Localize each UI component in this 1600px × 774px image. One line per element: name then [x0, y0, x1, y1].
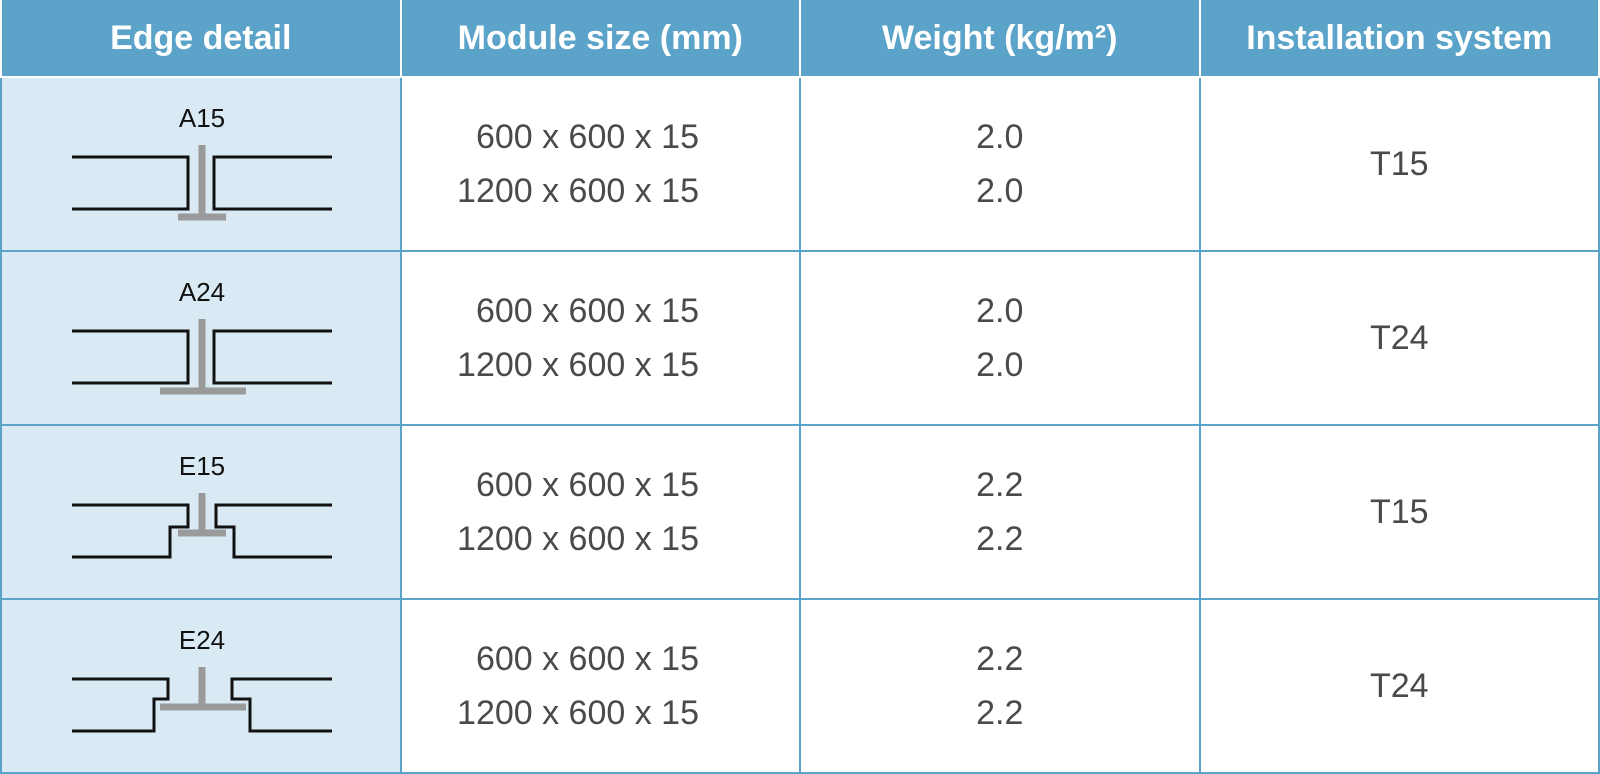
edge-cell: E15	[0, 424, 402, 600]
header-row: Edge detail Module size (mm) Weight (kg/…	[0, 0, 1600, 78]
size: 600 x 600 x 15	[475, 640, 699, 678]
weight: 2.0	[976, 292, 1024, 330]
weight: 2.0	[976, 346, 1024, 384]
panel	[72, 155, 190, 211]
weight-cell: 2.2 2.2	[799, 424, 1201, 600]
size: 600 x 600 x 15	[475, 466, 699, 504]
system-cell: T24	[1198, 598, 1600, 774]
header-cell: Installation system	[1198, 0, 1600, 78]
panel	[72, 329, 190, 385]
size: 1200 x 600 x 15	[457, 172, 699, 210]
t-profile	[178, 493, 226, 537]
system-cell: T15	[1198, 424, 1600, 600]
panel	[212, 329, 332, 385]
edge-diagram: E15	[72, 451, 332, 559]
table-header: Edge detail Module size (mm) Weight (kg/…	[0, 0, 1600, 78]
weight-cell: 2.0 2.0	[799, 76, 1201, 252]
weight: 2.2	[976, 694, 1024, 732]
edge-label: A24	[179, 277, 225, 307]
weight: 2.2	[976, 520, 1024, 558]
system-cell: T24	[1198, 250, 1600, 426]
size-cell: 600 x 600 x 15 1200 x 600 x 15	[399, 424, 801, 600]
panel	[72, 677, 170, 733]
size-cell: 600 x 600 x 15 1200 x 600 x 15	[399, 250, 801, 426]
edge-diagram: A24	[72, 277, 332, 395]
header-cell: Edge detail	[0, 0, 402, 78]
edge-cell: A15	[0, 76, 402, 252]
size: 1200 x 600 x 15	[457, 346, 699, 384]
edge-cell: A24	[0, 250, 402, 426]
panel	[230, 677, 332, 733]
weight: 2.2	[976, 640, 1024, 678]
table-body: A15 600 x 600 x 15 1200 x 600 x 15 2.0 2.0…	[0, 76, 1600, 774]
edge-diagram: E24	[72, 625, 332, 733]
size: 1200 x 600 x 15	[457, 520, 699, 558]
t-profile	[160, 319, 246, 395]
header-cell: Weight (kg/m²)	[799, 0, 1201, 78]
t-profile	[160, 667, 246, 711]
panel	[214, 503, 332, 559]
size-cell: 600 x 600 x 15 1200 x 600 x 15	[399, 598, 801, 774]
row: A24 600 x 600 x 15 1200 x 600 x 15 2.0 2.0…	[0, 250, 1600, 426]
edge-cell: E24	[0, 598, 402, 774]
size-cell: 600 x 600 x 15 1200 x 600 x 15	[399, 76, 801, 252]
t-profile	[178, 145, 226, 221]
size: 1200 x 600 x 15	[457, 694, 699, 732]
row: E24 600 x 600 x 15 1200 x 600 x 15 2.2 2.2…	[0, 598, 1600, 774]
header-cell: Module size (mm)	[399, 0, 801, 78]
weight: 2.0	[976, 172, 1024, 210]
edge-label: A15	[179, 103, 225, 133]
weight: 2.2	[976, 466, 1024, 504]
weight-cell: 2.2 2.2	[799, 598, 1201, 774]
row: E15 600 x 600 x 15 1200 x 600 x 15 2.2 2.2…	[0, 424, 1600, 600]
size: 600 x 600 x 15	[475, 292, 699, 330]
size: 600 x 600 x 15	[475, 118, 699, 156]
weight-cell: 2.0 2.0	[799, 250, 1201, 426]
row: A15 600 x 600 x 15 1200 x 600 x 15 2.0 2.0…	[0, 76, 1600, 252]
panel	[72, 503, 190, 559]
edge-label: E24	[179, 625, 225, 655]
panel	[212, 155, 332, 211]
weight: 2.0	[976, 118, 1024, 156]
edge-diagram: A15	[72, 103, 332, 221]
edge-label: E15	[179, 451, 225, 481]
system-cell: T15	[1198, 76, 1600, 252]
